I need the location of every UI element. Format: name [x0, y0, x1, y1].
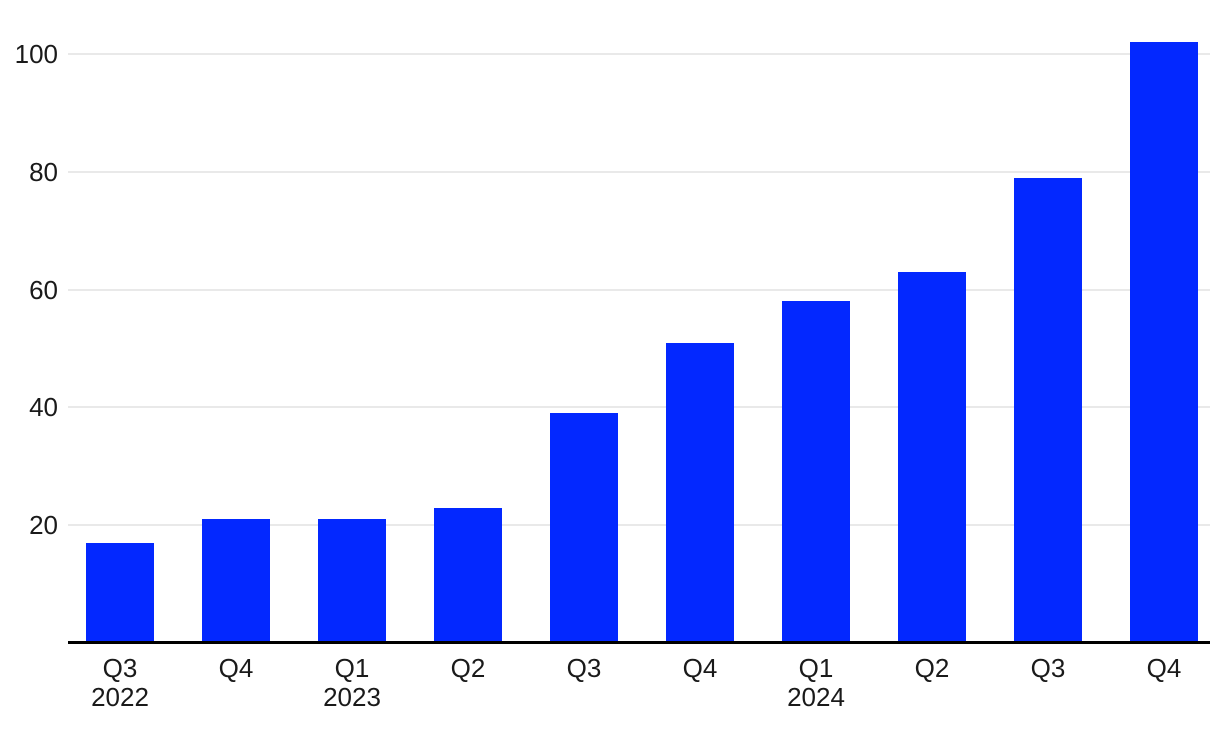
- bar-Q3-: [1014, 177, 1082, 643]
- quarter-label: Q4: [218, 653, 254, 683]
- x-tick-label: Q2: [874, 654, 990, 712]
- quarter-label: Q4: [1146, 653, 1182, 683]
- x-tick-label: Q4: [642, 654, 758, 712]
- bar-Q4-: [1130, 42, 1198, 643]
- bar-slot: [642, 0, 758, 643]
- y-tick-label: 80: [29, 156, 58, 187]
- gridline: [68, 53, 1210, 55]
- bar-Q2-: [898, 271, 966, 643]
- bar-Q1-2023: [318, 519, 386, 643]
- y-tick-label: 20: [29, 510, 58, 541]
- x-tick-label: Q3: [526, 654, 642, 712]
- x-tick-label: Q4: [178, 654, 294, 712]
- bar-slot: [294, 0, 410, 643]
- bar-Q4-: [202, 519, 270, 643]
- gridline: [68, 170, 1210, 173]
- quarter-label: Q3: [102, 653, 138, 683]
- x-tick-label: Q3: [990, 654, 1106, 712]
- x-tick-label: Q1 2023: [294, 654, 410, 712]
- quarter-label: Q2: [450, 653, 486, 683]
- quarter-label: Q1: [798, 653, 834, 683]
- bar-Q3-2022: [86, 542, 154, 643]
- bars-group: [62, 0, 1220, 643]
- bar-slot: [62, 0, 178, 643]
- bar-slot: [1106, 0, 1220, 643]
- y-tick-label: 60: [29, 274, 58, 305]
- year-label: 2023: [323, 682, 381, 712]
- x-tick-label: Q3 2022: [62, 654, 178, 712]
- gridline: [68, 406, 1210, 409]
- x-tick-label: Q2: [410, 654, 526, 712]
- bar-Q3-: [550, 413, 618, 643]
- bar-slot: [178, 0, 294, 643]
- x-axis-tick-labels: Q3 2022 Q4 Q1 2023 Q2 Q3 Q4 Q1 2024 Q2 Q3 Q4: [62, 654, 1220, 712]
- x-tick-label: Q1 2024: [758, 654, 874, 712]
- year-label: 2024: [787, 682, 845, 712]
- bar-slot: [874, 0, 990, 643]
- gridline: [68, 288, 1210, 291]
- y-tick-label: 100: [14, 39, 58, 69]
- bar-slot: [526, 0, 642, 643]
- y-tick-label: 40: [29, 392, 58, 423]
- bar-Q4-: [666, 342, 734, 643]
- quarter-label: Q2: [914, 653, 950, 683]
- quarter-label: Q3: [566, 653, 602, 683]
- bar-slot: [990, 0, 1106, 643]
- bar-slot: [410, 0, 526, 643]
- bar-slot: [758, 0, 874, 643]
- quarter-label: Q4: [682, 653, 718, 683]
- year-label: 2022: [91, 682, 149, 712]
- bar-Q1-2024: [782, 301, 850, 643]
- x-tick-label: Q4: [1106, 654, 1220, 712]
- bar-Q2-: [434, 507, 502, 643]
- gridline: [68, 524, 1210, 527]
- x-axis-line: [68, 641, 1210, 644]
- quarter-label: Q3: [1030, 653, 1066, 683]
- quarter-label: Q1: [334, 653, 370, 683]
